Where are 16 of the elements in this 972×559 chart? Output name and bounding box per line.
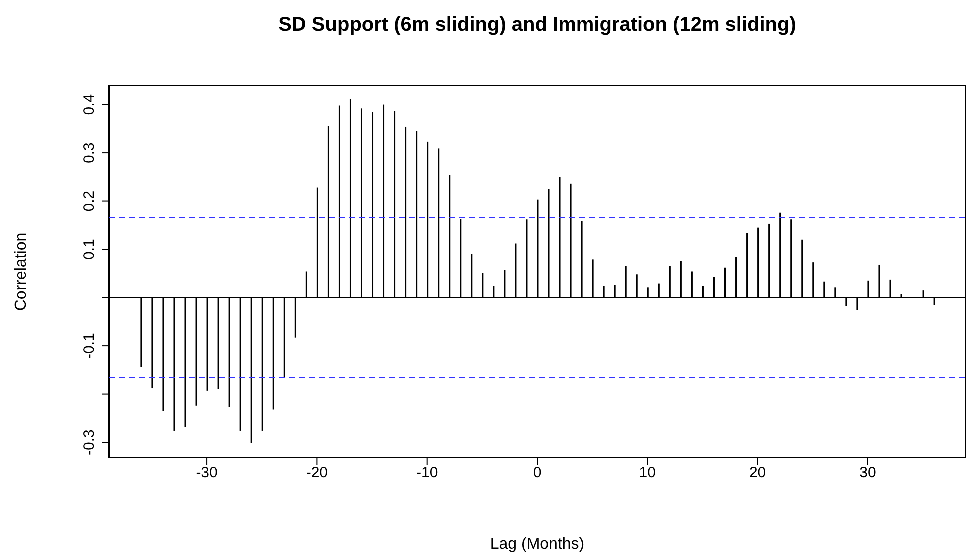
- x-axis-title: Lag (Months): [489, 536, 586, 554]
- chart-title: SD Support (6m sliding) and Immigration (12m sliding): [278, 14, 798, 37]
- x-tick-label: 30: [860, 464, 876, 482]
- y-tick-label: 0.2: [81, 190, 98, 212]
- x-tick-label: -20: [306, 464, 328, 482]
- y-tick-label: -0.3: [81, 430, 98, 456]
- x-tick-label: 20: [749, 464, 766, 482]
- y-tick-label: 0.1: [81, 239, 98, 260]
- y-tick-label: 0.4: [81, 94, 98, 116]
- y-tick-label: 0.3: [81, 142, 98, 164]
- x-tick-label: 0: [533, 464, 542, 482]
- y-axis-title: Correlation: [13, 232, 31, 312]
- x-tick-label: 10: [639, 464, 656, 482]
- x-tick-label: -30: [196, 464, 218, 482]
- y-tick-label: -0.1: [81, 333, 98, 359]
- x-tick-label: -10: [416, 464, 438, 482]
